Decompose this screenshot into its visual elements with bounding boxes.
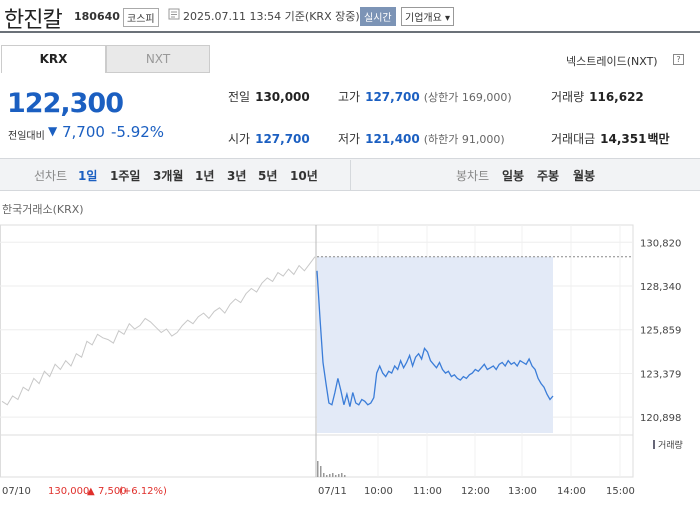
period-daily[interactable]: 일봉 xyxy=(502,169,525,183)
volume-legend: 거래량 xyxy=(658,439,683,451)
change-label: 전일대비 xyxy=(8,131,45,142)
prev-close-summary: 130,000 xyxy=(48,486,89,497)
header-bar: 한진칼 180640 코스피 2025.07.11 13:54 기준(KRX 장… xyxy=(0,0,700,33)
tab-krx[interactable]: KRX xyxy=(1,45,106,73)
up-arrow-icon: ▲ xyxy=(87,486,95,497)
period-monthly[interactable]: 월봉 xyxy=(573,169,596,183)
stat-amount: 거래대금 14,351백만 xyxy=(551,130,670,147)
stat-label: 거래대금 xyxy=(551,132,596,146)
stock-code: 180640 xyxy=(74,10,120,23)
prev-change-pct-summary: (+6.12%) xyxy=(119,486,167,497)
change-percent: -5.92% xyxy=(111,123,165,141)
prev-close-area xyxy=(317,256,553,433)
x-tick-label: 11:00 xyxy=(413,486,442,497)
x-tick-label: 14:00 xyxy=(557,486,586,497)
y-tick-label: 130,820 xyxy=(640,238,681,249)
stat-value: 127,700 xyxy=(365,90,420,104)
period-1y[interactable]: 1년 xyxy=(195,169,215,183)
x-tick-label: 07/11 xyxy=(318,486,347,497)
period-3m[interactable]: 3개월 xyxy=(153,169,184,183)
x-tick-label: 10:00 xyxy=(364,486,393,497)
market-badge: 코스피 xyxy=(123,8,159,27)
price-chart: 130,820 128,340 125,859 123,379 120,898 거래량 07… xyxy=(0,224,683,497)
stat-value: 14,351 xyxy=(600,132,647,146)
stat-low: 저가 121,400 (하한가 91,000) xyxy=(338,130,505,147)
volume-bar xyxy=(323,473,325,477)
y-tick-label: 128,340 xyxy=(640,282,681,293)
stat-label: 거래량 xyxy=(551,90,585,104)
tab-nxt[interactable]: NXT xyxy=(106,45,210,73)
stat-volume: 거래량 116,622 xyxy=(551,88,644,105)
datetime: 2025.07.11 13:54 기준(KRX 장중) xyxy=(183,10,360,23)
change-value: 7,700 xyxy=(62,123,105,141)
x-tick-label: 13:00 xyxy=(508,486,537,497)
stat-label: 시가 xyxy=(228,132,251,146)
x-tick-label: 07/10 xyxy=(2,486,31,497)
volume-bar xyxy=(332,473,334,477)
amount-unit: 백만 xyxy=(647,132,670,146)
period-1d[interactable]: 1일 xyxy=(78,169,98,183)
lower-limit: (하한가 91,000) xyxy=(423,133,505,146)
candle-chart-label: 봉차트 xyxy=(456,169,490,183)
stock-name: 한진칼 xyxy=(4,8,63,33)
today-price-line xyxy=(316,270,554,407)
stat-prev-close: 전일 130,000 xyxy=(228,88,310,105)
stat-value: 127,700 xyxy=(255,132,310,146)
y-tick-label: 125,859 xyxy=(640,326,681,337)
stat-value: 130,000 xyxy=(255,90,310,104)
volume-bar xyxy=(344,475,346,477)
volume-bar xyxy=(338,474,340,477)
divider xyxy=(350,160,351,190)
volume-bar xyxy=(341,473,343,477)
x-tick-label: 15:00 xyxy=(606,486,635,497)
prev-change-summary: 7,500 xyxy=(98,486,127,497)
volume-bar xyxy=(317,461,319,477)
volume-bar xyxy=(326,475,328,477)
chart-source: 한국거래소(KRX) xyxy=(2,203,84,216)
prev-day-line xyxy=(1,256,316,406)
period-weekly[interactable]: 주봉 xyxy=(537,169,560,183)
nextrade-link[interactable]: 넥스트레이드(NXT) xyxy=(566,55,658,68)
volume-bar xyxy=(335,475,337,477)
upper-limit: (상한가 169,000) xyxy=(423,91,512,104)
stat-open: 시가 127,700 xyxy=(228,130,310,147)
current-price: 122,300 xyxy=(7,88,124,119)
plot-frame xyxy=(0,224,634,478)
help-icon[interactable]: ? xyxy=(673,54,684,65)
stat-label: 전일 xyxy=(228,90,251,104)
y-tick-label: 123,379 xyxy=(640,369,681,380)
volume-legend-marker xyxy=(653,440,655,449)
company-info-button[interactable]: 기업개요 ▾ xyxy=(401,7,454,26)
period-3y[interactable]: 3년 xyxy=(227,169,247,183)
down-arrow-icon: ▼ xyxy=(48,124,58,138)
volume-bar xyxy=(320,466,322,477)
period-1w[interactable]: 1주일 xyxy=(110,169,141,183)
stat-value: 121,400 xyxy=(365,132,420,146)
period-5y[interactable]: 5년 xyxy=(258,169,278,183)
x-tick-label: 12:00 xyxy=(461,486,490,497)
y-tick-label: 120,898 xyxy=(640,413,681,424)
period-10y[interactable]: 10년 xyxy=(290,169,318,183)
line-chart-label: 선차트 xyxy=(34,169,68,183)
stat-label: 고가 xyxy=(338,90,361,104)
stat-high: 고가 127,700 (상한가 169,000) xyxy=(338,88,512,105)
clock-icon xyxy=(168,8,180,20)
stat-label: 저가 xyxy=(338,132,361,146)
stat-value: 116,622 xyxy=(589,90,644,104)
volume-bar xyxy=(329,474,331,477)
realtime-button[interactable]: 실시간 xyxy=(360,7,396,26)
